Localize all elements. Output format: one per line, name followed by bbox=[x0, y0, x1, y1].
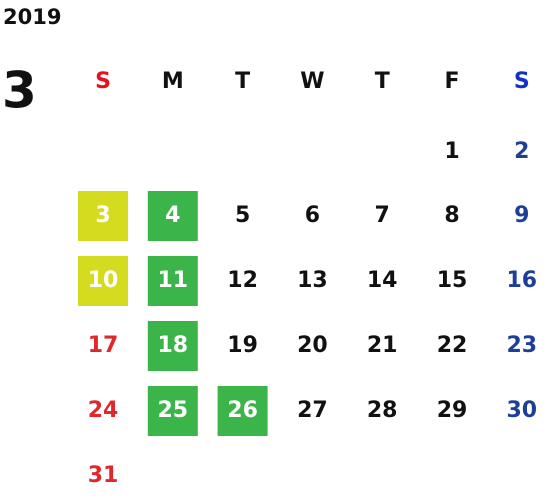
day-number: 31 bbox=[88, 463, 119, 488]
day-number: 5 bbox=[235, 203, 250, 228]
day-number: 21 bbox=[367, 333, 398, 358]
weekday-label: M bbox=[162, 69, 184, 94]
day-number: 10 bbox=[88, 268, 119, 293]
day-number: 6 bbox=[305, 203, 320, 228]
day-number: 7 bbox=[375, 203, 390, 228]
day-number: 15 bbox=[437, 268, 468, 293]
day-highlight bbox=[147, 386, 198, 436]
day-number: 26 bbox=[227, 398, 258, 423]
day-number: 27 bbox=[297, 398, 328, 423]
weekday-label: T bbox=[235, 69, 250, 94]
day-number: 22 bbox=[437, 333, 468, 358]
year: 2019 bbox=[3, 5, 61, 29]
weekday-label: T bbox=[375, 69, 390, 94]
day-highlight bbox=[78, 191, 128, 241]
day-highlight bbox=[147, 321, 198, 371]
weekday-label: F bbox=[444, 69, 459, 94]
day-number: 16 bbox=[506, 268, 537, 293]
day-number: 24 bbox=[88, 398, 119, 423]
day-number: 18 bbox=[157, 333, 188, 358]
day-number: 11 bbox=[157, 268, 188, 293]
weekday-label: S bbox=[514, 69, 530, 94]
weekday-label: S bbox=[95, 69, 111, 94]
day-highlight bbox=[147, 256, 198, 306]
day-number: 4 bbox=[165, 203, 180, 228]
day-number: 1 bbox=[444, 139, 459, 164]
day-number: 13 bbox=[297, 268, 328, 293]
day-number: 28 bbox=[367, 398, 398, 423]
month: 3 bbox=[2, 62, 37, 120]
day-number: 12 bbox=[227, 268, 258, 293]
day-number: 25 bbox=[157, 398, 188, 423]
day-number: 2 bbox=[514, 139, 529, 164]
day-highlight bbox=[217, 386, 268, 436]
weekday-label: W bbox=[300, 69, 324, 94]
day-number: 9 bbox=[514, 203, 529, 228]
day-highlight bbox=[147, 191, 198, 241]
day-highlight bbox=[78, 256, 128, 306]
day-number: 14 bbox=[367, 268, 398, 293]
day-number: 17 bbox=[88, 333, 119, 358]
day-number: 19 bbox=[227, 333, 258, 358]
day-number: 8 bbox=[444, 203, 459, 228]
day-number: 20 bbox=[297, 333, 328, 358]
day-number: 30 bbox=[506, 398, 537, 423]
day-number: 23 bbox=[506, 333, 537, 358]
day-number: 3 bbox=[95, 203, 110, 228]
day-number: 29 bbox=[437, 398, 468, 423]
